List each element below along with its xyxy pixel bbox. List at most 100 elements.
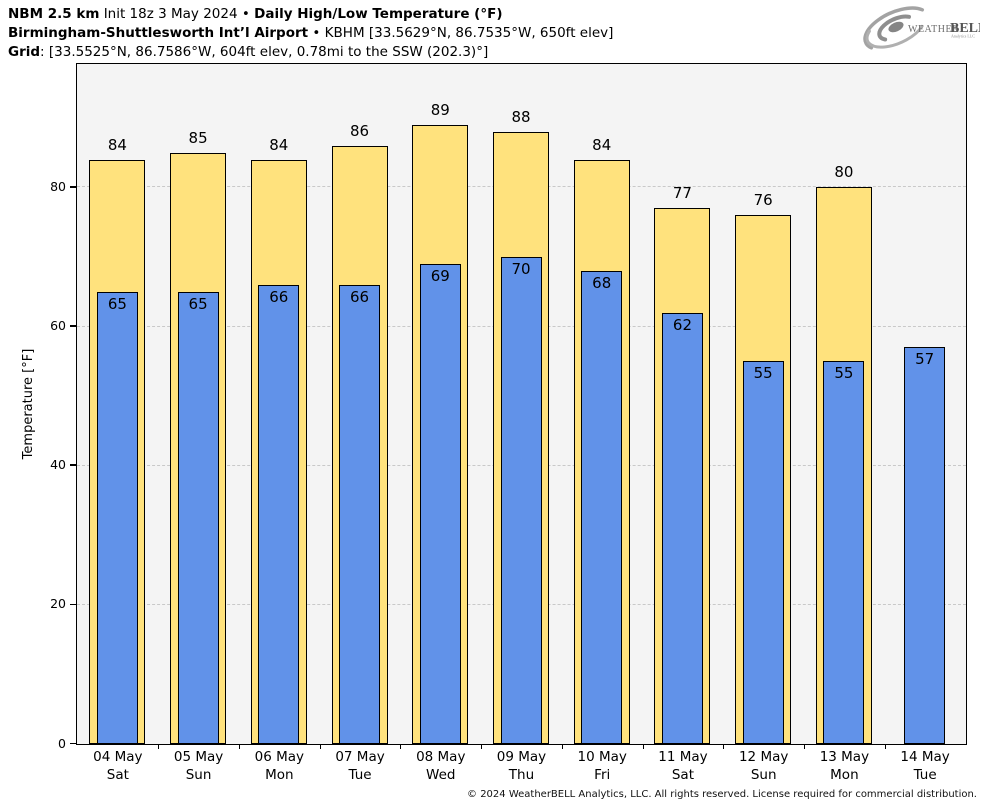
high-value-label: 84: [592, 135, 612, 154]
x-axis-weekday: Sun: [185, 767, 212, 783]
chart-header: NBM 2.5 km Init 18z 3 May 2024 • Daily H…: [8, 5, 613, 62]
low-bar: [581, 270, 623, 744]
low-value-label: 66: [269, 287, 289, 306]
header-line-2: Birmingham-Shuttlesworth Int’l Airport •…: [8, 24, 613, 43]
y-axis-tick: [70, 464, 76, 466]
low-value-label: 70: [511, 260, 531, 278]
x-axis-label: 09 May Thu: [481, 748, 562, 784]
grid-label: Grid: [8, 44, 41, 60]
low-bar: [177, 291, 219, 744]
y-axis-tick-label: 80: [50, 178, 66, 194]
x-axis-tick: [238, 744, 240, 749]
header-line-3: Grid: [33.5525°N, 86.7586°W, 604ft elev,…: [8, 43, 613, 62]
x-axis-tick: [804, 744, 806, 749]
x-axis-label: 06 May Mon: [239, 748, 320, 784]
x-axis-date: 07 May: [335, 749, 385, 765]
x-axis-date: 06 May: [254, 749, 304, 765]
x-axis-weekday: Mon: [830, 767, 859, 783]
low-bar: [419, 263, 461, 744]
low-value-label: 68: [592, 273, 612, 292]
low-value-label: 62: [672, 315, 692, 334]
x-axis-label: 07 May Tue: [320, 748, 401, 784]
x-axis-tick: [158, 744, 160, 749]
station-info: KBHM [33.5629°N, 86.7535°W, 650ft elev]: [324, 25, 614, 41]
init-time: Init 18z 3 May 2024: [103, 6, 238, 22]
grid-info: : [33.5525°N, 86.7586°W, 604ft elev, 0.7…: [40, 44, 489, 60]
low-value-label: 69: [430, 266, 450, 285]
low-value-label: 55: [753, 364, 773, 383]
y-axis-tick: [70, 186, 76, 188]
high-value-label: 84: [269, 135, 289, 154]
copyright-notice: © 2024 WeatherBELL Analytics, LLC. All r…: [467, 789, 977, 800]
x-axis-weekday: Fri: [594, 767, 611, 783]
x-axis-label: 04 May Sat: [78, 748, 159, 784]
x-axis-weekday: Mon: [265, 767, 294, 783]
y-axis-title: Temperature [°F]: [21, 348, 36, 460]
high-value-label: 76: [753, 191, 773, 210]
x-axis-weekday: Sat: [671, 767, 694, 783]
x-axis-date: 12 May: [738, 749, 789, 765]
x-axis-weekday: Thu: [508, 767, 535, 783]
low-bar: [258, 284, 300, 744]
low-bar: [904, 347, 946, 744]
x-axis-label: 10 May Fri: [562, 748, 643, 784]
x-axis-tick: [319, 744, 321, 749]
product-title: Daily High/Low Temperature (°F): [254, 6, 503, 22]
x-axis-tick: [561, 744, 563, 749]
y-axis-tick-label: 20: [50, 596, 66, 612]
x-axis-date: 05 May: [173, 749, 224, 765]
x-axis-label: 11 May Sat: [643, 748, 724, 784]
x-axis-label: 13 May Mon: [804, 748, 885, 784]
y-axis-tick-label: 40: [50, 457, 66, 473]
x-axis-weekday: Tue: [348, 767, 372, 783]
low-value-label: 57: [915, 350, 935, 369]
weatherbell-logo: Weather BELL Analytics LLC: [863, 6, 980, 50]
header-line-1: NBM 2.5 km Init 18z 3 May 2024 • Daily H…: [8, 5, 613, 24]
x-axis-date: 13 May: [819, 749, 870, 765]
y-axis-tick-label: 60: [50, 318, 66, 334]
x-axis-label: 08 May Wed: [400, 748, 481, 784]
low-bar: [500, 257, 542, 744]
y-axis-tick: [70, 603, 76, 606]
high-value-label: 88: [511, 107, 531, 126]
logo-subtext: Analytics LLC: [951, 34, 975, 39]
station-name: Birmingham-Shuttlesworth Int’l Airport: [8, 25, 309, 41]
y-axis-tick: [70, 325, 76, 327]
high-value-label: 86: [349, 121, 370, 140]
hurricane-swirl-icon: [863, 6, 925, 50]
x-axis-date: 09 May: [496, 749, 547, 765]
logo-text-bell: BELL: [950, 21, 980, 36]
model-name: NBM 2.5 km: [8, 6, 100, 22]
low-value-label: 66: [349, 287, 370, 306]
low-bar: [339, 284, 381, 744]
x-axis-date: 10 May: [577, 749, 627, 765]
y-axis-tick-label: 0: [58, 735, 66, 751]
plot-area: 84 65 85 65 84 66 86 66 89 69 88 70 84 68 77 62 76 55 80 55…: [76, 63, 967, 745]
low-value-label: 55: [834, 364, 854, 383]
x-axis-date: 14 May: [900, 749, 950, 765]
x-axis-weekday: Tue: [913, 767, 937, 783]
x-axis-date: 08 May: [416, 749, 466, 765]
x-axis-date: 11 May: [658, 749, 708, 765]
high-value-label: 80: [834, 163, 854, 182]
low-bar: [742, 361, 784, 744]
bullet-separator: •: [312, 25, 321, 41]
low-bar: [661, 312, 703, 744]
x-axis-tick: [884, 744, 886, 749]
low-value-label: 65: [107, 294, 127, 313]
low-bar: [823, 361, 865, 744]
x-axis-tick: [481, 744, 483, 749]
x-axis-weekday: Sat: [106, 767, 129, 783]
x-axis-weekday: Wed: [426, 767, 456, 783]
high-value-label: 77: [672, 184, 692, 203]
high-value-label: 84: [107, 135, 127, 154]
x-axis-date: 04 May: [93, 749, 143, 765]
x-axis-tick: [400, 744, 402, 749]
x-axis-label: 05 May Sun: [158, 748, 239, 784]
x-axis-tick: [642, 744, 644, 749]
low-value-label: 65: [188, 294, 208, 313]
high-value-label: 89: [430, 100, 450, 119]
x-axis-label: 12 May Sun: [723, 748, 804, 784]
y-axis-tick: [70, 742, 76, 745]
